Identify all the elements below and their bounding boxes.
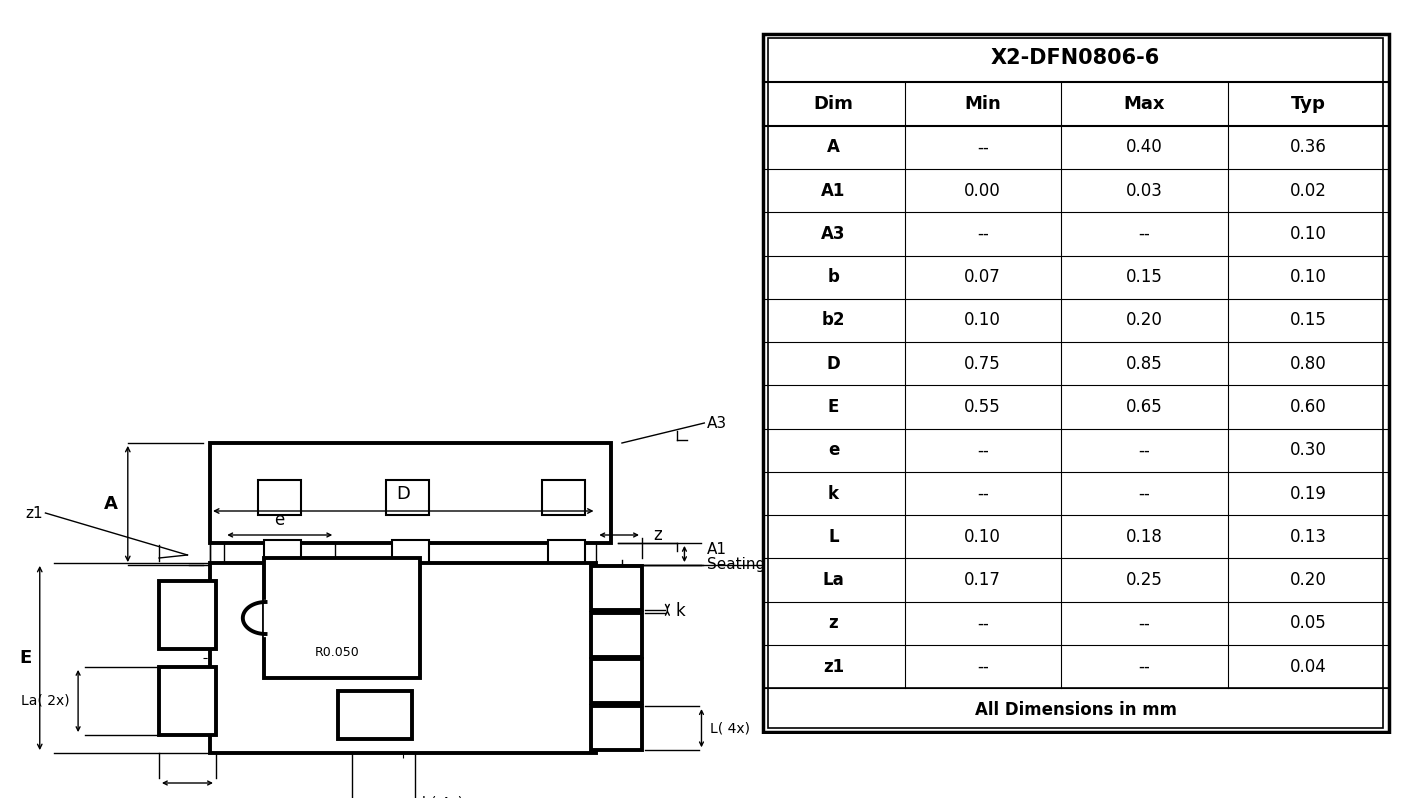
Text: 0.10: 0.10	[1291, 268, 1326, 286]
Text: A1: A1	[707, 543, 727, 558]
Text: b: b	[828, 268, 839, 286]
Text: 0.15: 0.15	[1291, 311, 1326, 330]
Text: 0.75: 0.75	[964, 354, 1001, 373]
Text: z1: z1	[26, 505, 43, 520]
Text: 0.60: 0.60	[1291, 398, 1326, 416]
Text: 0.25: 0.25	[1126, 571, 1163, 589]
Text: A: A	[826, 138, 841, 156]
Bar	[264, 558, 420, 678]
Bar	[159, 581, 216, 649]
Text: 0.10: 0.10	[964, 311, 1001, 330]
Text: e: e	[828, 441, 839, 460]
Text: E: E	[828, 398, 839, 416]
Text: 0.05: 0.05	[1291, 614, 1326, 632]
Bar	[258, 480, 301, 515]
Text: D: D	[396, 485, 410, 503]
Bar	[338, 691, 412, 739]
Text: 0.19: 0.19	[1291, 484, 1326, 503]
Text: R0.050: R0.050	[315, 646, 361, 659]
Text: E: E	[20, 649, 31, 667]
Bar	[159, 667, 216, 735]
Text: 0.07: 0.07	[964, 268, 1001, 286]
Text: L( 4x): L( 4x)	[710, 721, 750, 735]
Text: Typ: Typ	[1291, 95, 1326, 113]
Bar	[210, 563, 596, 753]
Text: 0.02: 0.02	[1291, 182, 1326, 200]
Text: 0.13: 0.13	[1289, 527, 1328, 546]
Text: --: --	[1139, 225, 1150, 243]
Text: 0.80: 0.80	[1291, 354, 1326, 373]
Text: Max: Max	[1123, 95, 1166, 113]
Text: k: k	[828, 484, 839, 503]
Text: 0.30: 0.30	[1291, 441, 1326, 460]
Text: --: --	[977, 138, 988, 156]
Text: A: A	[104, 495, 118, 513]
Text: 0.85: 0.85	[1126, 354, 1163, 373]
Bar	[591, 706, 642, 750]
Text: e: e	[274, 511, 285, 529]
Text: --: --	[1139, 658, 1150, 676]
Bar	[591, 659, 642, 703]
Bar	[591, 566, 642, 610]
Bar	[591, 613, 642, 657]
Text: 0.10: 0.10	[1291, 225, 1326, 243]
Text: --: --	[977, 484, 988, 503]
Text: 0.20: 0.20	[1291, 571, 1326, 589]
Text: L: L	[828, 527, 839, 546]
Text: z: z	[829, 614, 838, 632]
Text: --: --	[1139, 484, 1150, 503]
Text: z: z	[653, 526, 662, 544]
Text: b( 4x): b( 4x)	[422, 796, 463, 798]
Text: La: La	[822, 571, 845, 589]
Text: k: k	[676, 602, 686, 620]
Text: A3: A3	[821, 225, 846, 243]
Bar	[210, 443, 611, 543]
Text: 0.18: 0.18	[1126, 527, 1163, 546]
Text: --: --	[977, 658, 988, 676]
Text: Min: Min	[964, 95, 1001, 113]
Bar	[542, 480, 585, 515]
Text: D: D	[826, 354, 841, 373]
Text: X2-DFN0806-6: X2-DFN0806-6	[991, 48, 1160, 68]
Text: A1: A1	[821, 182, 846, 200]
Text: 0.04: 0.04	[1291, 658, 1326, 676]
Text: 0.15: 0.15	[1126, 268, 1163, 286]
Text: Dim: Dim	[814, 95, 853, 113]
Text: 0.03: 0.03	[1126, 182, 1163, 200]
Text: 0.10: 0.10	[964, 527, 1001, 546]
Bar	[386, 480, 429, 515]
Text: La( 2x): La( 2x)	[21, 694, 70, 708]
Bar	[392, 540, 429, 565]
Text: 0.17: 0.17	[964, 571, 1001, 589]
Text: Seating Plane: Seating Plane	[707, 558, 812, 572]
Text: --: --	[1139, 614, 1150, 632]
Text: --: --	[977, 441, 988, 460]
Text: --: --	[1139, 441, 1150, 460]
Text: b2: b2	[822, 311, 845, 330]
Text: 0.00: 0.00	[964, 182, 1001, 200]
Text: z1: z1	[824, 658, 843, 676]
Text: All Dimensions in mm: All Dimensions in mm	[974, 701, 1177, 719]
Text: 0.55: 0.55	[964, 398, 1001, 416]
Bar	[264, 540, 301, 565]
Text: A3: A3	[707, 416, 727, 430]
Text: --: --	[977, 225, 988, 243]
Text: 0.40: 0.40	[1126, 138, 1163, 156]
Text: 0.36: 0.36	[1291, 138, 1326, 156]
Text: --: --	[977, 614, 988, 632]
Text: 0.65: 0.65	[1126, 398, 1163, 416]
Text: b2( 2x): b2( 2x)	[153, 797, 203, 798]
Text: 0.20: 0.20	[1126, 311, 1163, 330]
Bar	[548, 540, 585, 565]
